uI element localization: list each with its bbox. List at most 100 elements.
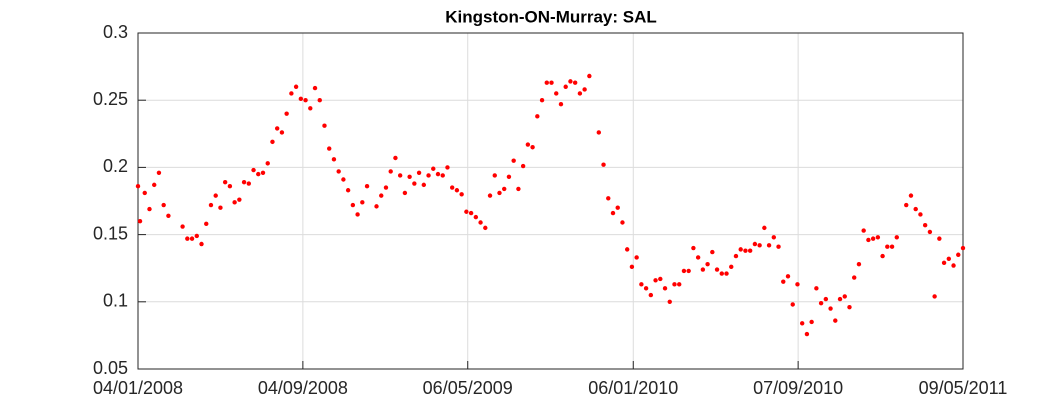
point	[672, 282, 677, 287]
point	[265, 161, 270, 166]
point	[691, 245, 696, 251]
point	[918, 212, 923, 217]
point	[596, 130, 602, 135]
point	[445, 165, 450, 170]
y-tick-label: 0.2	[103, 156, 128, 176]
point	[530, 145, 535, 150]
point	[814, 286, 819, 291]
point	[303, 98, 308, 103]
point	[908, 193, 914, 198]
point	[582, 87, 587, 92]
point	[870, 236, 876, 241]
point	[818, 300, 824, 306]
point	[667, 299, 672, 304]
point	[837, 296, 843, 302]
point	[459, 192, 464, 197]
point	[142, 190, 147, 196]
point	[497, 190, 502, 196]
x-tick-label: 06/01/2010	[588, 378, 678, 398]
point	[327, 146, 332, 151]
point	[710, 249, 715, 255]
point	[293, 84, 299, 89]
point	[695, 255, 701, 260]
point	[412, 181, 417, 186]
point	[218, 205, 223, 210]
point	[397, 173, 403, 178]
point	[681, 268, 687, 274]
point	[927, 229, 933, 235]
point	[152, 182, 157, 188]
point	[511, 158, 516, 163]
point	[383, 185, 389, 190]
point	[941, 260, 947, 266]
point	[407, 174, 412, 180]
point	[260, 170, 266, 175]
point	[222, 179, 228, 185]
point	[771, 235, 777, 240]
point	[237, 197, 242, 202]
point	[535, 114, 540, 119]
point	[440, 173, 445, 178]
x-tick-label: 04/01/2008	[93, 378, 183, 398]
point	[308, 106, 313, 111]
point	[762, 225, 767, 231]
point	[331, 157, 337, 162]
point	[360, 200, 365, 205]
y-tick-label: 0.1	[103, 291, 128, 311]
point	[161, 202, 166, 208]
point	[610, 210, 616, 216]
point	[956, 252, 961, 257]
point	[686, 268, 691, 274]
point	[847, 304, 852, 310]
point	[213, 193, 218, 198]
point	[516, 186, 521, 192]
point	[478, 220, 483, 225]
point	[866, 237, 871, 243]
y-tick-label: 0.25	[93, 89, 128, 109]
point	[662, 286, 668, 291]
point	[554, 91, 559, 96]
x-tick-label: 09/05/2011	[919, 378, 1008, 398]
point	[147, 206, 152, 212]
point	[804, 331, 810, 337]
point	[388, 169, 393, 174]
point	[577, 91, 583, 96]
plot-frame	[137, 32, 964, 370]
point	[468, 210, 474, 216]
point	[724, 271, 729, 276]
point	[426, 173, 431, 178]
point	[421, 182, 427, 188]
point	[312, 85, 318, 91]
point	[289, 91, 294, 96]
point	[194, 233, 199, 239]
point	[729, 264, 734, 270]
point	[274, 126, 280, 131]
point	[799, 321, 805, 326]
point	[454, 188, 460, 193]
point	[677, 282, 682, 287]
point	[615, 205, 620, 210]
point	[317, 98, 322, 103]
point	[279, 130, 285, 135]
point	[913, 206, 918, 212]
point	[624, 247, 630, 252]
point	[232, 200, 237, 205]
point	[393, 155, 398, 161]
point	[894, 235, 899, 240]
y-tick-label: 0.15	[93, 223, 128, 243]
point	[880, 253, 885, 259]
point	[719, 271, 724, 276]
point	[341, 177, 346, 182]
point	[904, 202, 909, 208]
point	[204, 221, 209, 227]
point	[833, 318, 838, 323]
point	[842, 294, 847, 299]
chart-title: Kingston-ON-Murray: SAL	[445, 7, 657, 26]
point	[752, 241, 758, 247]
point	[634, 255, 639, 260]
point	[733, 253, 739, 259]
point	[875, 235, 881, 240]
point	[435, 171, 441, 177]
point	[549, 80, 554, 85]
